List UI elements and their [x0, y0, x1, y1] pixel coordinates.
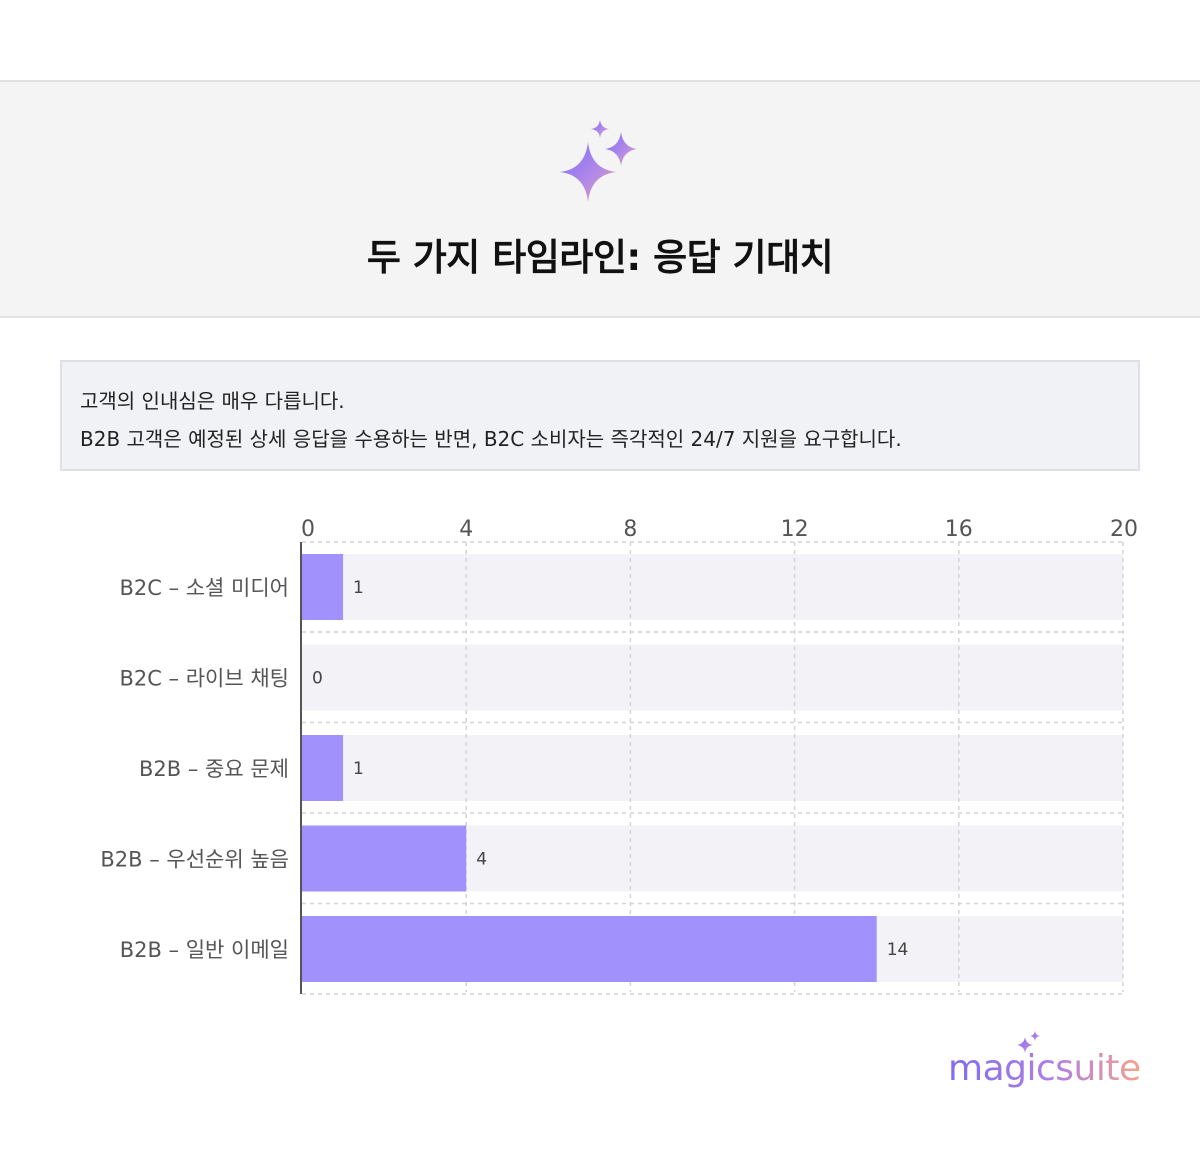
x-tick-label: 12	[781, 517, 809, 542]
sparkle-icon	[560, 120, 637, 202]
data-label: 1	[353, 759, 364, 779]
data-label: 14	[887, 940, 909, 960]
x-tick-label: 8	[623, 517, 637, 542]
category-label: B2B – 중요 문제	[139, 757, 289, 781]
category-label: B2C – 소셜 미디어	[119, 576, 289, 600]
x-tick-label: 0	[301, 517, 315, 542]
bar-track	[302, 735, 1123, 801]
bar	[302, 735, 344, 801]
page-title: 두 가지 타임라인: 응답 기대치	[366, 236, 834, 279]
x-tick-label: 16	[945, 517, 973, 542]
bar-chart: 0 4 8 12 16 20 1 B2C – 소셜 미디어 0 B2C – 라이브 채팅 1 B2B …	[100, 517, 1138, 995]
category-label: B2B – 일반 이메일	[120, 938, 289, 962]
sparkle-icon	[1017, 1031, 1040, 1053]
header: 두 가지 타임라인: 응답 기대치	[0, 80, 1200, 318]
data-label: 0	[312, 669, 323, 689]
bar-track	[302, 554, 1123, 620]
logo-text: magicsuite	[948, 1048, 1141, 1089]
info-box: 고객의 인내심은 매우 다릅니다. B2B 고객은 예정된 상세 응답을 수용하…	[60, 360, 1140, 471]
bar	[302, 554, 344, 620]
info-line-1: 고객의 인내심은 매우 다릅니다.	[80, 389, 345, 413]
data-label: 4	[476, 850, 487, 870]
bar	[302, 825, 467, 892]
info-line-2: B2B 고객은 예정된 상세 응답을 수용하는 반면, B2C 소비자는 즉각적…	[80, 427, 902, 451]
logo: magicsuite	[948, 1030, 1148, 1100]
category-label: B2C – 라이브 채팅	[119, 667, 289, 691]
x-tick-label: 4	[459, 517, 473, 542]
x-tick-label: 20	[1110, 517, 1138, 542]
data-label: 1	[353, 578, 364, 598]
bar-track	[302, 644, 1123, 711]
bar	[302, 916, 877, 982]
category-label: B2B – 우선순위 높음	[100, 848, 289, 872]
